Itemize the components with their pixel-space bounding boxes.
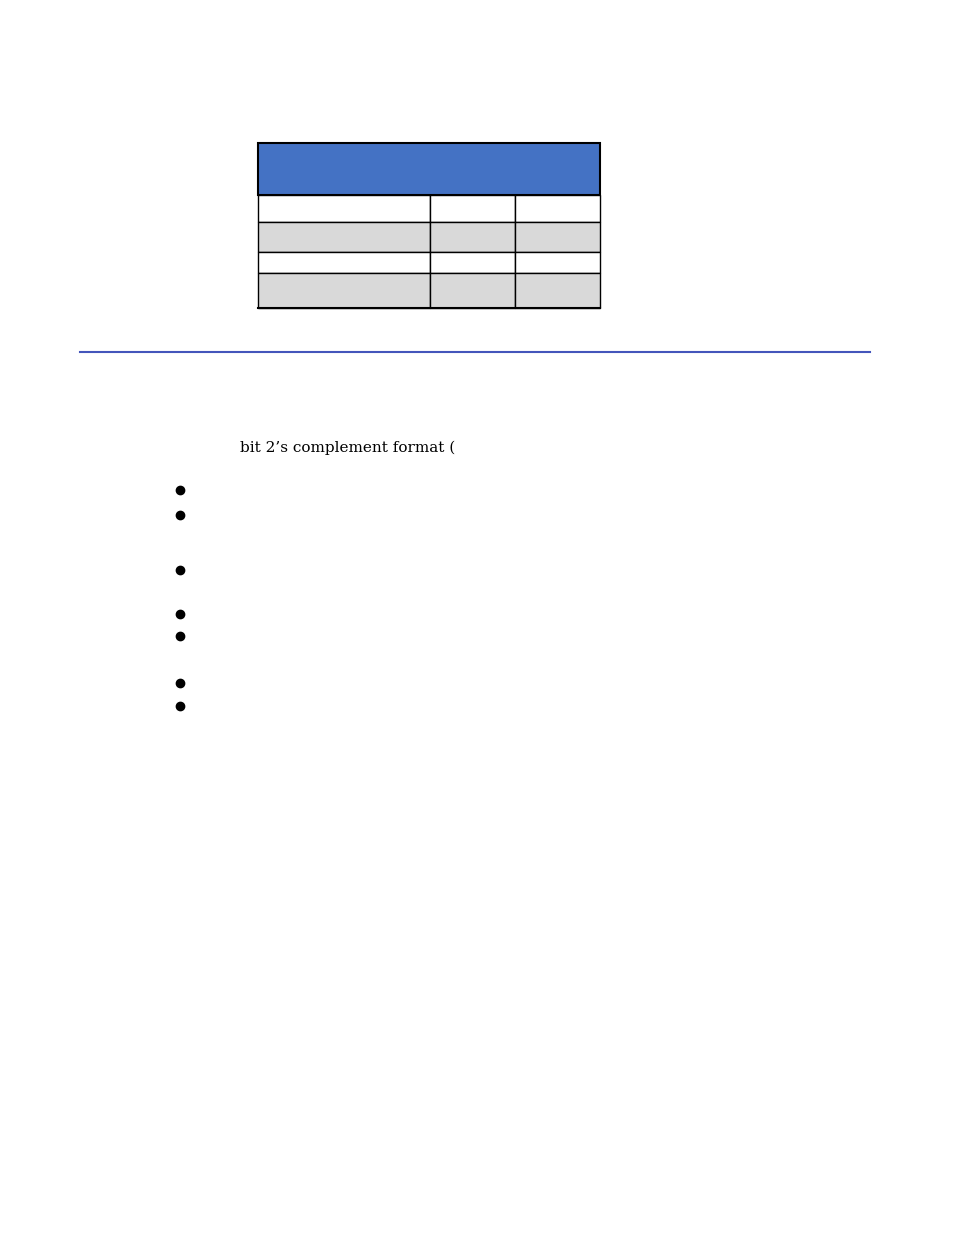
Bar — [515, 273, 599, 308]
Bar — [257, 222, 430, 252]
Bar — [257, 195, 430, 222]
Bar — [257, 273, 430, 308]
Bar — [430, 195, 515, 222]
Bar — [430, 222, 515, 252]
Bar — [515, 195, 599, 222]
Bar — [430, 252, 515, 273]
Text: bit 2’s complement format (: bit 2’s complement format ( — [240, 441, 455, 456]
Bar — [515, 222, 599, 252]
Bar — [257, 252, 430, 273]
Bar — [430, 273, 515, 308]
Bar — [257, 143, 599, 195]
Bar — [515, 252, 599, 273]
